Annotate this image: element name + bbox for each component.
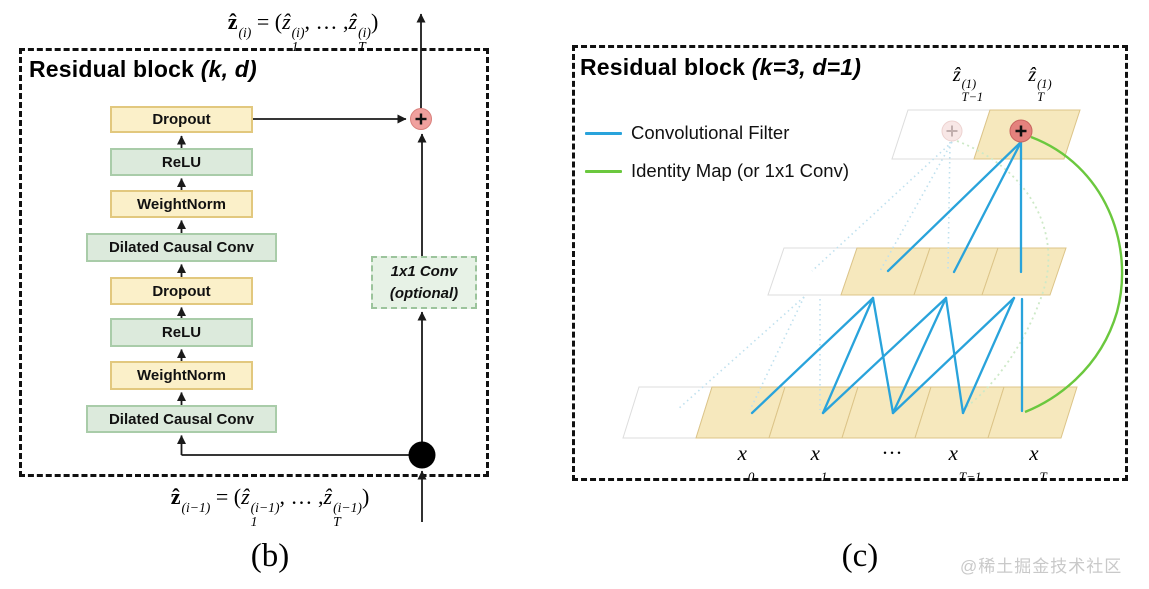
caption-c: (c) [841, 538, 879, 574]
panel-b-title: Residual block (k, d) [29, 56, 257, 83]
input-label-xt1: x T−1 [948, 441, 982, 484]
faded-conv-lines [676, 141, 953, 411]
layer-box-dilated-conv-2: Dilated Causal Conv [86, 405, 277, 433]
input-branch-dot [408, 441, 436, 469]
panel-c-title-params: (k=3, d=1) [751, 54, 862, 80]
one-by-one-conv-box: 1x1 Conv (optional) [371, 256, 477, 309]
output-cell-faded [891, 109, 991, 160]
legend-conv-filter: Convolutional Filter [585, 122, 789, 144]
sum-node-b [410, 108, 432, 130]
conv-filter-swatch [585, 131, 622, 135]
output-label-zt1: ẑ (1) T−1 [952, 64, 984, 104]
panel-c-title: Residual block (k=3, d=1) [580, 54, 861, 81]
input-sequence-label: ẑ (i−1) = (ẑ (i−1) 1, … ,ẑ (i−1) T) [170, 484, 370, 529]
layer-box-dropout-2: Dropout [110, 277, 253, 305]
input-cell-xt [987, 386, 1078, 439]
layer-box-weightnorm-1: WeightNorm [110, 190, 253, 218]
legend-identity-map: Identity Map (or 1x1 Conv) [585, 160, 849, 182]
legend-conv-filter-label: Convolutional Filter [631, 122, 790, 143]
caption-b: (b) [250, 538, 290, 574]
one-by-one-conv-line2: (optional) [389, 284, 459, 302]
layer-box-dilated-conv-1: Dilated Causal Conv [86, 233, 277, 262]
input-label-dots: ··· [881, 441, 903, 465]
sum-node-faded [941, 120, 963, 142]
conv-filter-lines [750, 140, 1024, 415]
layer-box-relu-2: ReLU [110, 318, 253, 347]
input-label-x1: x 1 [810, 441, 828, 484]
panel-b-arrows [177, 13, 427, 522]
input-label-xt: x T [1029, 441, 1047, 484]
panel-c-border [572, 45, 1128, 481]
one-by-one-conv-line1: 1x1 Conv [390, 262, 458, 280]
sum-node-c [1009, 119, 1033, 143]
panel-b-title-params: (k, d) [200, 56, 257, 82]
panel-b-border [19, 48, 489, 477]
watermark: @稀土掘金技术社区 [960, 557, 1123, 576]
identity-map-swatch [585, 169, 622, 173]
layer-box-relu-1: ReLU [110, 148, 253, 176]
layer-box-weightnorm-2: WeightNorm [110, 361, 253, 390]
layer-box-dropout-1: Dropout [110, 106, 253, 133]
panel-c-title-text: Residual block [580, 54, 752, 80]
output-sequence-label: ẑ (i) = (ẑ (i) 1, … ,ẑ (i) T) [227, 9, 379, 54]
hidden-cell [981, 247, 1067, 296]
input-label-x0: x 0 [737, 441, 755, 484]
legend-identity-map-label: Identity Map (or 1x1 Conv) [631, 160, 849, 181]
identity-curve [1024, 135, 1124, 414]
panel-b-title-text: Residual block [29, 56, 201, 82]
output-label-zt: ẑ (1) T [1028, 64, 1052, 104]
